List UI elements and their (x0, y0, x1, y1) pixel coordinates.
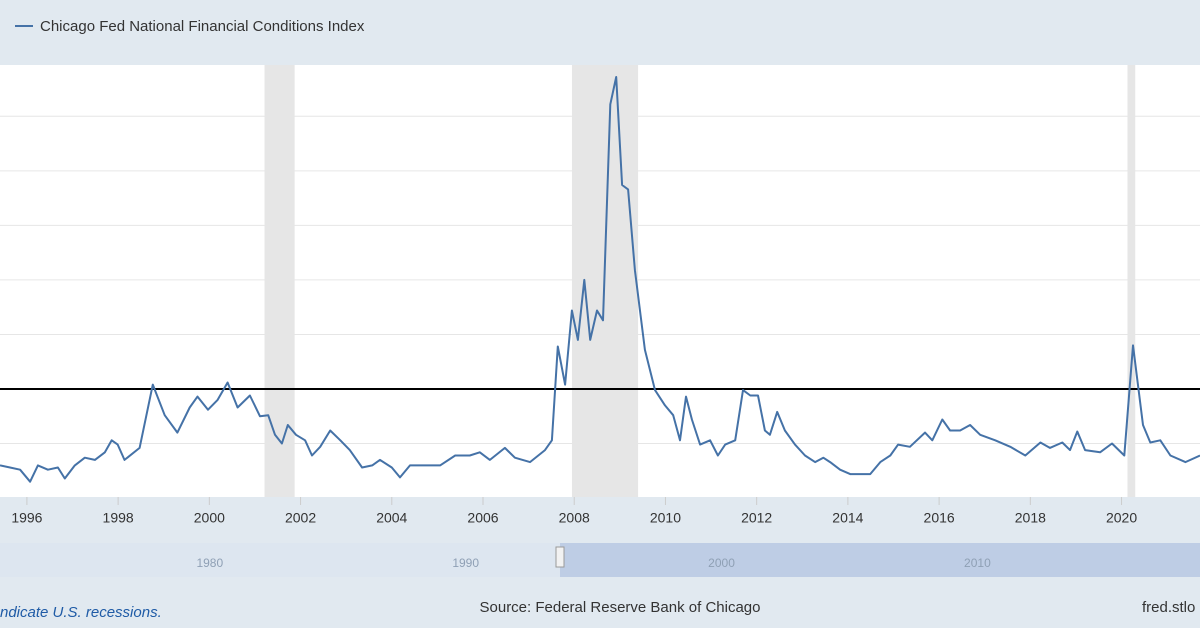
recession-note: ndicate U.S. recessions. (0, 604, 162, 621)
navigator-label: 1990 (452, 556, 479, 570)
x-tick-label: 2000 (194, 510, 225, 526)
x-tick-label: 2004 (376, 510, 407, 526)
x-tick-label: 2020 (1106, 510, 1137, 526)
x-tick-label: 1998 (103, 510, 134, 526)
x-tick-label: 2014 (832, 510, 863, 526)
x-tick-label: 1996 (11, 510, 42, 526)
x-tick-label: 2010 (650, 510, 681, 526)
navigator-label: 2000 (708, 556, 735, 570)
recession-band (264, 65, 295, 497)
source: Source: Federal Reserve Bank of Chicago (480, 599, 761, 616)
legend-label: Chicago Fed National Financial Condition… (40, 18, 365, 35)
navigator-label: 2010 (964, 556, 991, 570)
series-line (0, 76, 1200, 483)
x-tick-label: 2012 (741, 510, 772, 526)
x-tick-label: 2008 (559, 510, 590, 526)
navigator-selection[interactable] (560, 543, 1200, 577)
navigator-label: 1980 (196, 556, 223, 570)
x-tick-label: 2002 (285, 510, 316, 526)
x-tick-label: 2018 (1015, 510, 1046, 526)
recession-band (1127, 65, 1136, 497)
x-tick-label: 2016 (924, 510, 955, 526)
site: fred.stlo (1142, 599, 1195, 616)
navigator-handle[interactable] (555, 546, 565, 568)
x-tick-label: 2006 (467, 510, 498, 526)
